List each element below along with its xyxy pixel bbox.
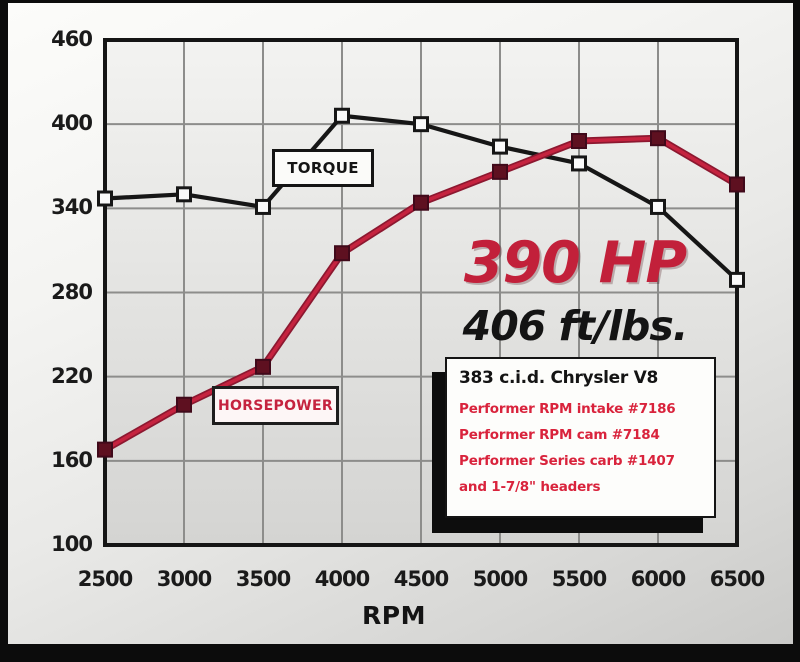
horsepower-marker-3000 [176, 396, 192, 413]
x-tick-label-6500: 6500 [709, 567, 765, 591]
torque-marker-3500 [255, 198, 271, 215]
torque-marker-5500 [571, 155, 587, 172]
torque-marker-6500 [729, 271, 745, 288]
x-tick-label-2500: 2500 [77, 567, 133, 591]
horsepower-marker-5500 [571, 133, 587, 149]
y-tick-label-220: 220 [51, 363, 93, 388]
horsepower-marker-2500 [97, 441, 113, 458]
x-tick-label-5000: 5000 [472, 567, 528, 591]
torque-marker-4000 [334, 107, 350, 124]
peak-hp-callout: 390 HP [463, 230, 687, 296]
peak-torque-callout: 406 ft/lbs. [462, 302, 689, 350]
y-tick-label-460: 460 [51, 27, 93, 51]
y-tick-label-280: 280 [51, 279, 93, 304]
photo-border-bottom [0, 644, 800, 662]
photo-border-top [0, 0, 800, 3]
x-tick-label-3500: 3500 [235, 567, 291, 591]
horsepower-series-label: HORSEPOWER [212, 386, 339, 425]
photo-border-right [793, 0, 800, 662]
x-axis-title: RPM [362, 601, 426, 630]
horsepower-marker-4500 [413, 194, 429, 211]
y-tick-label-340: 340 [51, 195, 93, 220]
horsepower-marker-4000 [334, 245, 350, 262]
torque-marker-6000 [650, 198, 666, 215]
horsepower-marker-5000 [492, 163, 508, 180]
x-tick-label-4500: 4500 [393, 567, 449, 591]
y-tick-label-160: 160 [51, 447, 93, 472]
y-tick-label-400: 400 [51, 111, 93, 136]
engine-spec-box: 383 c.i.d. Chrysler V8 Performer RPM int… [445, 357, 716, 518]
engine-spec-line-2: Performer RPM cam #7184 [459, 427, 660, 443]
series-curves [97, 107, 745, 458]
engine-spec-title: 383 c.i.d. Chrysler V8 [459, 368, 658, 388]
x-tick-label-4000: 4000 [314, 567, 370, 591]
engine-spec-line-1: Performer RPM intake #7186 [459, 401, 676, 417]
photo-border-left [0, 0, 8, 662]
plot-frame [103, 38, 739, 547]
torque-marker-3000 [176, 186, 192, 203]
horsepower-marker-3500 [255, 358, 271, 375]
torque-marker-4500 [413, 116, 429, 133]
horsepower-marker-6000 [650, 130, 666, 147]
x-tick-label-5500: 5500 [551, 567, 607, 591]
y-tick-label-100: 100 [51, 532, 93, 556]
engine-spec-line-4: and 1-7/8" headers [459, 479, 601, 495]
x-tick-label-6000: 6000 [630, 567, 686, 591]
engine-spec-line-3: Performer Series carb #1407 [459, 453, 675, 469]
torque-marker-5000 [492, 138, 508, 155]
torque-marker-2500 [97, 190, 113, 207]
horsepower-marker-6500 [729, 176, 745, 193]
x-tick-label-3000: 3000 [156, 567, 212, 591]
torque-series-label: TORQUE [272, 149, 374, 187]
engine-spec-lines: Performer RPM intake #7186 Performer RPM … [459, 396, 702, 500]
